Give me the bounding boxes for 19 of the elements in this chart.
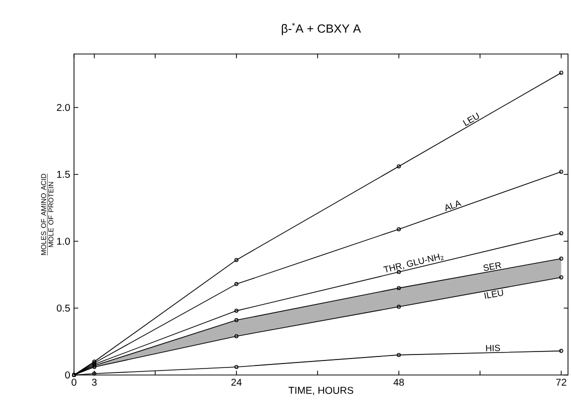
y-tick-label: 1.5 (57, 170, 70, 178)
chart-title: β-$^{*}$A + CBXY A (282, 22, 361, 36)
y-tick-label: 1.0 (57, 238, 70, 245)
text: THR, GLU-NH$_{2}$ (383, 254, 444, 272)
y-tick-label: 0.5 (56, 304, 70, 312)
y-axis-title: $\frac{\mathrm{MOLES\ OF\ AMINO\ ACID}}{\mathrm{MOLE\ OF\ PROTEIN}}$ (41, 174, 54, 256)
x-tick-label: 72 (556, 378, 566, 386)
text: LEU (462, 112, 479, 126)
y-tick-label: 0 (65, 371, 70, 379)
x-tick-label: 48 (394, 378, 404, 386)
text: ALA (446, 200, 462, 212)
x-tick-label: 0 (72, 378, 76, 386)
text: ILEU (484, 289, 504, 299)
x-tick-label: 24 (231, 378, 242, 386)
x-tick-label: 3 (92, 378, 97, 386)
series-label: HIS (486, 344, 500, 352)
text: SER (484, 262, 502, 271)
y-tick-label: 2.0 (56, 104, 70, 112)
x-axis-title: TIME, HOURS (288, 386, 354, 396)
